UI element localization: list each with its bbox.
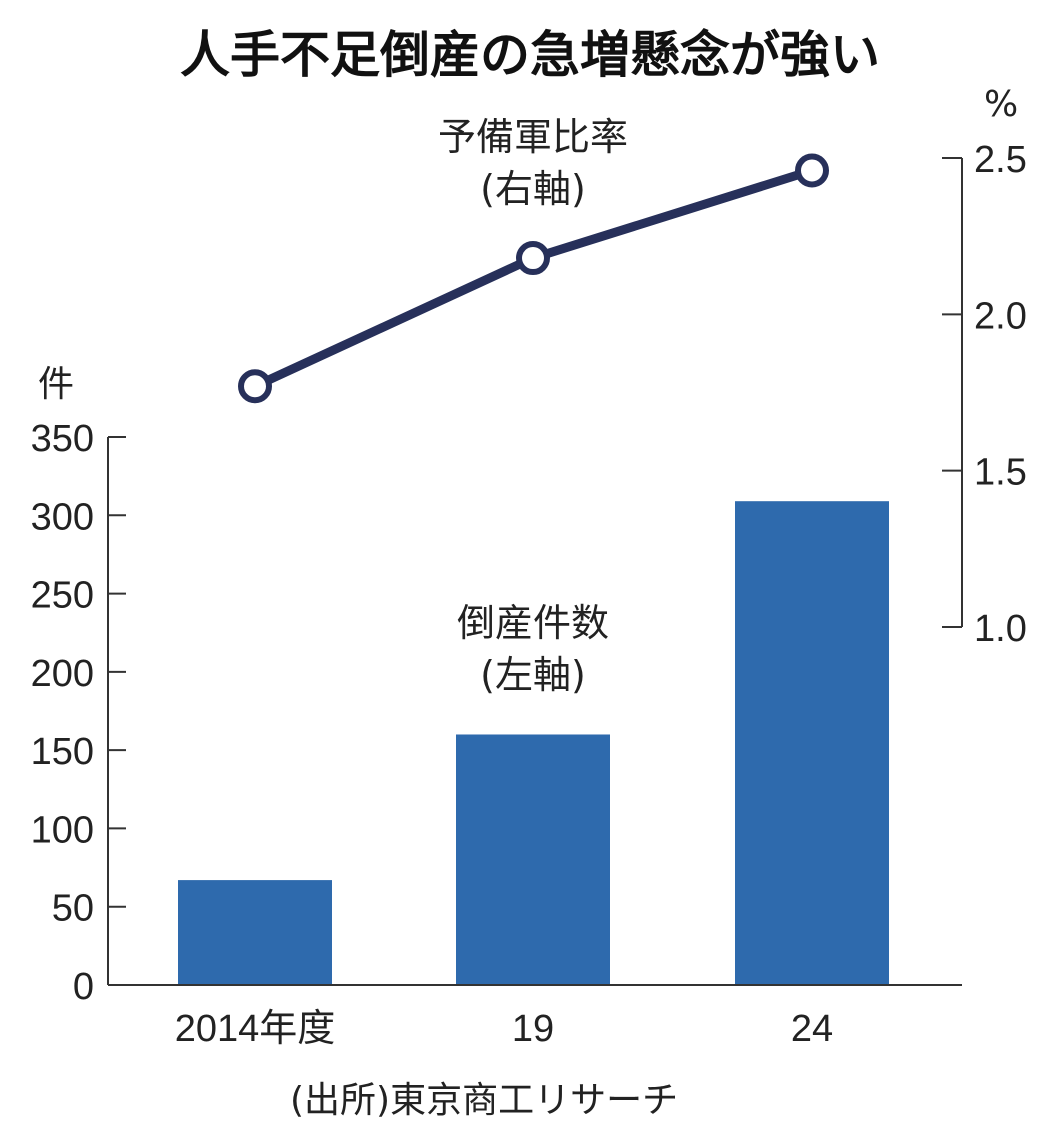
line-series-axis-note: (右軸) (480, 167, 586, 211)
right-tick-label: 2.0 (974, 295, 1027, 337)
line-series (238, 153, 829, 404)
bars (178, 501, 889, 985)
bar (178, 880, 332, 985)
line-point (516, 241, 550, 276)
left-tick-label: 150 (31, 731, 94, 773)
line-series-label: 予備軍比率 (438, 115, 628, 159)
left-unit-label: 件 (38, 364, 74, 405)
right-axis: 1.0 1.5 2.0 2.5 (942, 139, 1027, 650)
chart-title: 人手不足倒産の急増懸念が強い (180, 26, 880, 84)
left-axis: 0 50 100 150 200 250 300 350 (31, 418, 126, 1008)
left-tick-label: 100 (31, 809, 94, 851)
x-axis: 2014年度 19 24 (108, 984, 962, 1050)
x-tick-label: 2014年度 (175, 1008, 336, 1050)
left-tick-label: 50 (52, 888, 94, 930)
line-point (795, 153, 829, 188)
x-tick-label: 19 (512, 1008, 554, 1050)
x-tick-label: 24 (791, 1008, 833, 1050)
bar (456, 734, 610, 985)
left-tick-label: 0 (73, 966, 94, 1008)
line-point (238, 369, 272, 404)
left-tick-label: 300 (31, 496, 94, 538)
right-tick-label: 2.5 (974, 139, 1027, 181)
left-tick-label: 250 (31, 575, 94, 617)
left-tick-label: 200 (31, 653, 94, 695)
right-tick-label: 1.5 (974, 452, 1027, 494)
bar (735, 501, 889, 985)
right-tick-label: 1.0 (974, 608, 1027, 650)
left-tick-label: 350 (31, 418, 94, 460)
bar-series-axis-note: (左軸) (480, 653, 586, 697)
bar-series-label: 倒産件数 (457, 601, 609, 645)
source-note: (出所)東京商工リサーチ (290, 1080, 678, 1121)
right-unit-label: % (984, 84, 1018, 125)
